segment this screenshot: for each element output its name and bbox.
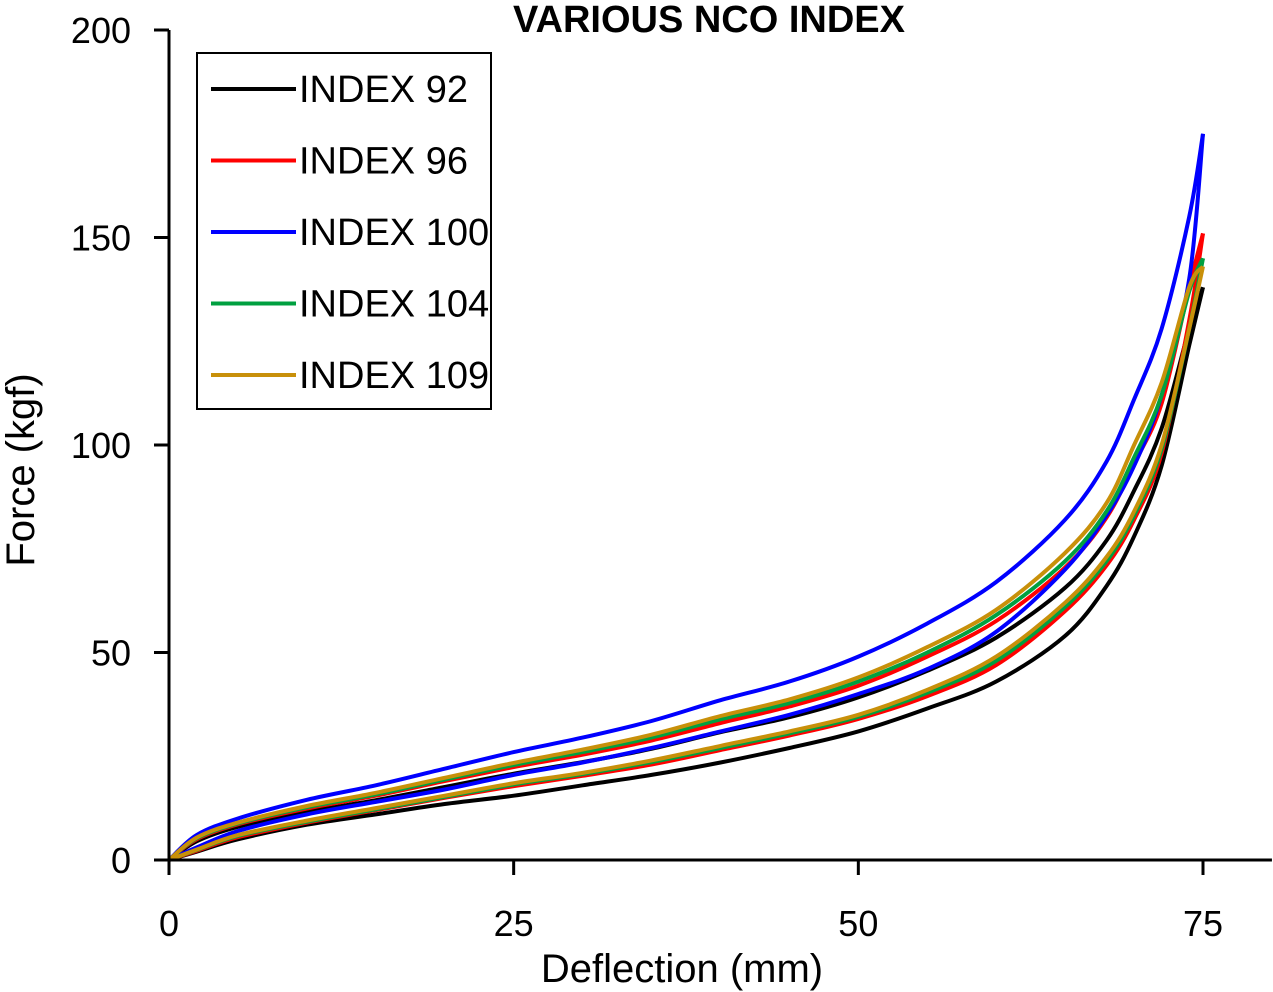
legend-label: INDEX 92 (299, 69, 468, 111)
series-index-109-loading (167, 265, 1205, 862)
legend-label: INDEX 104 (299, 284, 489, 326)
y-tick-label: 100 (71, 425, 131, 466)
series-index-92-unloading (168, 286, 1205, 862)
x-tick-label: 50 (838, 903, 878, 944)
legend-label: INDEX 109 (299, 355, 489, 397)
series-index-100-unloading (168, 133, 1205, 862)
legend-label: INDEX 96 (299, 141, 468, 183)
x-tick-label: 25 (494, 903, 534, 944)
x-tick-label: 75 (1183, 903, 1223, 944)
y-tick-label: 50 (91, 633, 131, 674)
curves (167, 133, 1205, 862)
x-axis-label: Deflection (mm) (541, 947, 823, 991)
series-index-109-unloading (168, 266, 1205, 862)
axes: 0 25 50 75 0 50 100 150 200 (71, 10, 1272, 944)
x-tick-label: 0 (159, 903, 179, 944)
y-axis-label: Force (kgf) (0, 373, 43, 566)
legend-label: INDEX 100 (299, 212, 489, 254)
y-tick-label: 200 (71, 10, 131, 51)
series-index-100-loading (167, 133, 1205, 862)
chart-title: VARIOUS NCO INDEX (513, 0, 906, 41)
y-tick-label: 150 (71, 218, 131, 259)
legend: INDEX 92 INDEX 96 INDEX 100 INDEX 104 INDEX … (196, 52, 492, 410)
y-tick-label: 0 (111, 840, 131, 881)
